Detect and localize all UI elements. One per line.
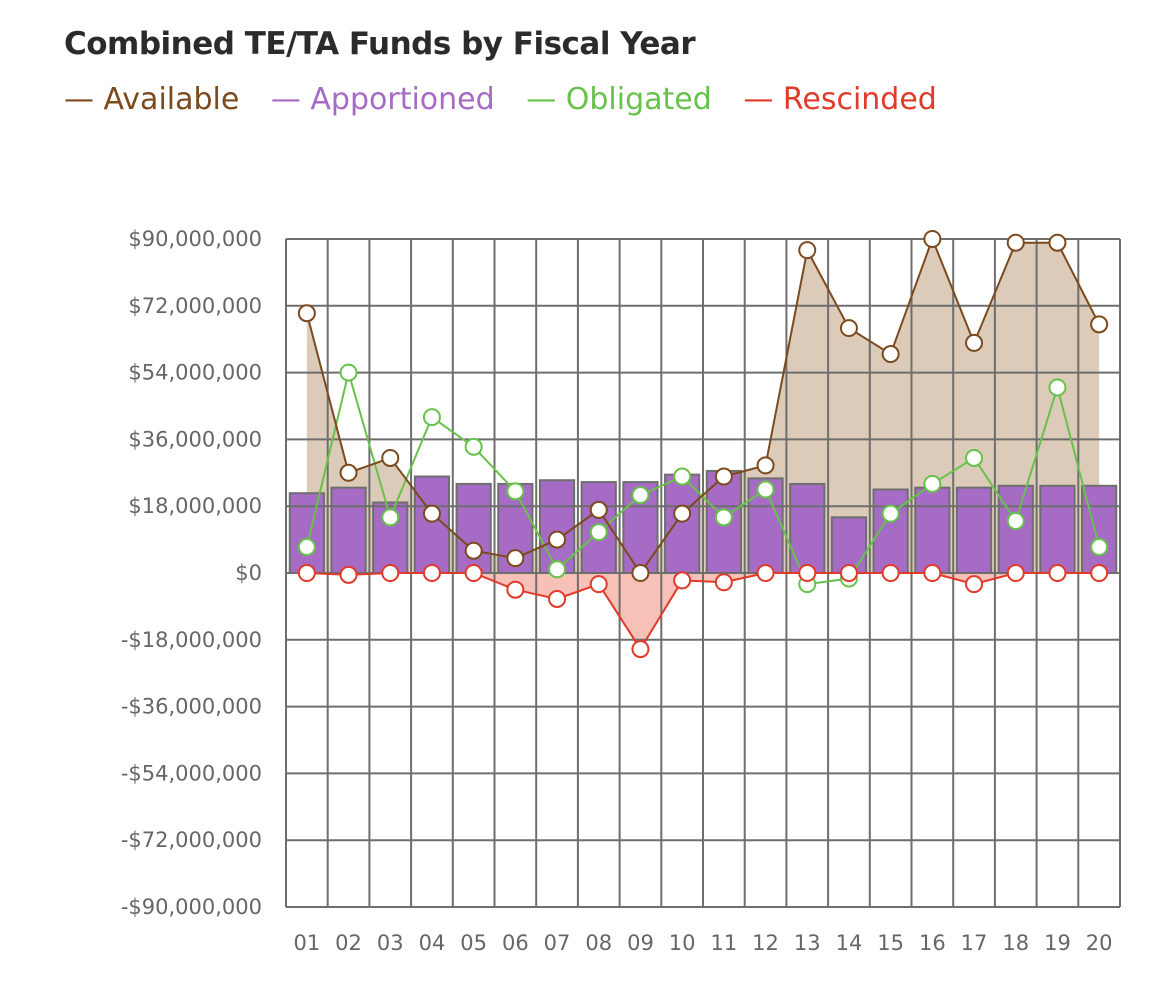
x-tick-label: 11: [710, 931, 737, 955]
obligated-point: [758, 482, 774, 498]
obligated-point: [632, 487, 648, 503]
rescinded-point: [799, 565, 815, 581]
obligated-point: [466, 439, 482, 455]
rescinded-point: [841, 565, 857, 581]
available-point: [799, 242, 815, 258]
obligated-point: [716, 509, 732, 525]
rescinded-point: [299, 565, 315, 581]
y-tick-label: -$72,000,000: [121, 828, 262, 852]
rescinded-point: [507, 582, 523, 598]
rescinded-point: [883, 565, 899, 581]
x-tick-label: 02: [335, 931, 362, 955]
available-point: [424, 506, 440, 522]
obligated-point: [591, 524, 607, 540]
x-tick-label: 01: [293, 931, 320, 955]
obligated-point: [1091, 539, 1107, 555]
x-tick-label: 20: [1086, 931, 1113, 955]
obligated-point: [883, 506, 899, 522]
obligated-point: [507, 483, 523, 499]
apportioned-bar: [790, 484, 824, 573]
x-tick-label: 09: [627, 931, 654, 955]
obligated-point: [1008, 513, 1024, 529]
rescinded-point: [632, 641, 648, 657]
rescinded-point: [1049, 565, 1065, 581]
available-point: [591, 502, 607, 518]
x-tick-label: 19: [1044, 931, 1071, 955]
x-tick-label: 17: [961, 931, 988, 955]
rescinded-point: [1091, 565, 1107, 581]
x-tick-label: 15: [877, 931, 904, 955]
x-tick-label: 13: [794, 931, 821, 955]
combined-funds-chart: $90,000,000 $72,000,000 $54,000,000 $36,000…: [0, 0, 1162, 983]
obligated-point: [299, 539, 315, 555]
y-tick-label: $0: [235, 561, 262, 585]
available-point: [841, 320, 857, 336]
available-point: [1008, 235, 1024, 251]
x-tick-label: 04: [419, 931, 446, 955]
rescinded-point: [549, 591, 565, 607]
available-point: [632, 565, 648, 581]
rescinded-point: [758, 565, 774, 581]
available-point: [466, 543, 482, 559]
obligated-point: [674, 469, 690, 485]
x-tick-label: 07: [544, 931, 571, 955]
apportioned-bar: [290, 493, 324, 573]
rescinded-point: [424, 565, 440, 581]
apportioned-bar: [331, 488, 365, 573]
x-tick-label: 16: [919, 931, 946, 955]
x-tick-label: 10: [669, 931, 696, 955]
x-tick-label: 18: [1002, 931, 1029, 955]
obligated-point: [1049, 379, 1065, 395]
x-tick-label: 03: [377, 931, 404, 955]
y-tick-label: -$54,000,000: [121, 761, 262, 785]
x-tick-label: 08: [585, 931, 612, 955]
y-tick-label: $18,000,000: [128, 494, 262, 518]
available-point: [883, 346, 899, 362]
available-point: [1049, 235, 1065, 251]
obligated-point: [966, 450, 982, 466]
rescinded-point: [924, 565, 940, 581]
obligated-point: [424, 409, 440, 425]
available-point: [549, 532, 565, 548]
y-tick-label: $72,000,000: [128, 294, 262, 318]
available-point: [1091, 316, 1107, 332]
y-tick-label: $90,000,000: [128, 227, 262, 251]
obligated-point: [549, 561, 565, 577]
y-tick-label: $36,000,000: [128, 427, 262, 451]
y-tick-label: -$36,000,000: [121, 695, 262, 719]
y-tick-label: -$18,000,000: [121, 628, 262, 652]
x-tick-label: 06: [502, 931, 529, 955]
rescinded-point: [716, 574, 732, 590]
obligated-point: [382, 509, 398, 525]
rescinded-point: [1008, 565, 1024, 581]
x-tick-label: 05: [460, 931, 487, 955]
apportioned-bar: [915, 488, 949, 573]
x-tick-label: 12: [752, 931, 779, 955]
apportioned-bar: [1040, 486, 1074, 573]
obligated-point: [924, 476, 940, 492]
rescinded-point: [341, 567, 357, 583]
available-point: [758, 457, 774, 473]
x-tick-label: 14: [836, 931, 863, 955]
obligated-point: [341, 365, 357, 381]
available-point: [966, 335, 982, 351]
available-point: [924, 231, 940, 247]
rescinded-point: [382, 565, 398, 581]
rescinded-point: [966, 576, 982, 592]
available-point: [716, 469, 732, 485]
y-tick-label: -$90,000,000: [121, 895, 262, 919]
available-point: [299, 305, 315, 321]
rescinded-point: [466, 565, 482, 581]
available-point: [341, 465, 357, 481]
available-point: [674, 506, 690, 522]
apportioned-bar: [957, 488, 991, 573]
y-tick-label: $54,000,000: [128, 361, 262, 385]
available-point: [507, 550, 523, 566]
rescinded-point: [591, 576, 607, 592]
available-point: [382, 450, 398, 466]
rescinded-point: [674, 572, 690, 588]
